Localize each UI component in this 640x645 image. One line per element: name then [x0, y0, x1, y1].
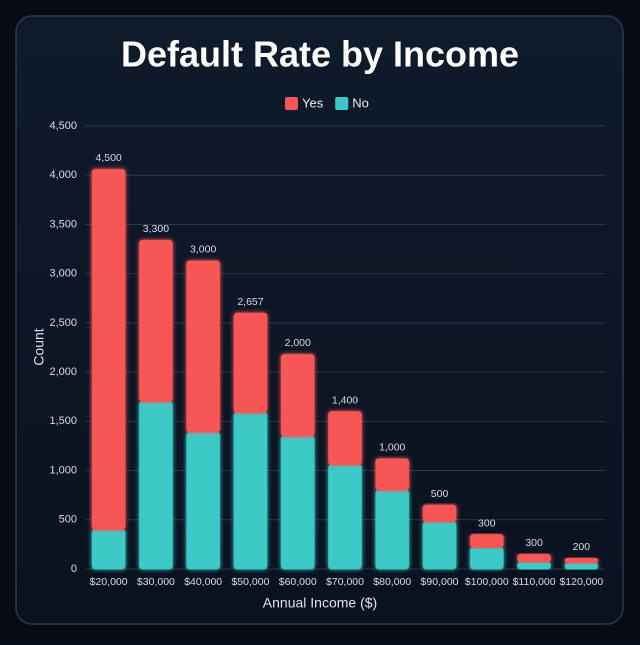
- bar-annotation: 2,000: [285, 337, 311, 349]
- y-tick-label: 0: [71, 563, 77, 575]
- x-tick-label: $110,000: [513, 576, 556, 588]
- bar-annotation: 200: [573, 541, 591, 553]
- bar-segment: [328, 410, 362, 466]
- bar-segment: [138, 401, 173, 570]
- bar-annotation: 3,000: [190, 244, 216, 256]
- bar-segment: [186, 260, 221, 433]
- bar-annotation: 2,657: [237, 296, 263, 308]
- legend-label: No: [352, 95, 369, 110]
- y-tick-label: 4,000: [49, 169, 77, 181]
- chart-title: Default Rate by Income: [121, 34, 519, 75]
- x-tick-label: $70,000: [326, 576, 364, 588]
- x-tick-label: $100,000: [465, 576, 509, 588]
- y-tick-label: 1,000: [49, 464, 77, 476]
- bar-annotation: 1,400: [332, 394, 358, 406]
- bar-segment: [517, 553, 552, 563]
- x-tick-label: $50,000: [231, 576, 269, 588]
- bar-segment: [91, 529, 126, 570]
- bar-segment: [517, 561, 552, 570]
- y-tick-label: 1,500: [49, 415, 77, 427]
- bar-segment: [564, 562, 599, 570]
- bar-segment: [233, 411, 268, 570]
- x-tick-label: $90,000: [421, 576, 459, 588]
- y-tick-label: 2,500: [49, 317, 77, 329]
- bar-segment: [375, 489, 410, 570]
- bar-segment: [422, 521, 457, 570]
- x-tick-label: $20,000: [90, 576, 128, 588]
- bar-segment: [138, 239, 173, 403]
- bar-segment: [233, 312, 268, 413]
- x-tick-label: $40,000: [184, 576, 222, 588]
- bar-annotation: 1,000: [379, 442, 405, 454]
- bar-annotation: 300: [478, 517, 496, 529]
- bars: [91, 168, 599, 570]
- x-tick-label: $60,000: [279, 576, 317, 588]
- y-tick-label: 2,000: [49, 366, 77, 378]
- legend-swatch: [285, 97, 298, 110]
- bar-segment: [422, 504, 457, 523]
- y-axis-label: Count: [31, 328, 47, 365]
- x-tick-label: $120,000: [559, 576, 603, 588]
- bar-segment: [91, 168, 126, 531]
- legend: Yes No: [285, 95, 369, 110]
- bar-annotation: 500: [431, 488, 449, 500]
- bar-annotation: 300: [525, 537, 543, 549]
- y-tick-label: 4,500: [49, 120, 77, 132]
- y-tick-label: 500: [59, 514, 77, 526]
- y-tick-label: 3,000: [49, 268, 77, 280]
- bar-segment: [280, 353, 315, 437]
- bar-segment: [375, 458, 410, 491]
- legend-label: Yes: [302, 95, 324, 110]
- bar-segment: [469, 534, 504, 548]
- y-tick-label: 3,500: [49, 218, 77, 230]
- bar-segment: [186, 431, 221, 570]
- bar-segment: [328, 464, 362, 570]
- x-axis-label: Annual Income ($): [263, 595, 377, 611]
- bar-annotation: 3,300: [143, 223, 169, 235]
- labels: 0 500 1,000 1,500 2,000 2,500 3,000 3,500 4,000 4…: [49, 120, 603, 588]
- legend-swatch: [335, 97, 349, 110]
- bar-annotation: 4,500: [95, 152, 121, 164]
- x-tick-label: $80,000: [373, 576, 411, 588]
- bar-segment: [564, 557, 599, 564]
- bar-segment: [280, 435, 315, 570]
- x-tick-label: $30,000: [137, 576, 175, 588]
- bar-segment: [469, 546, 504, 570]
